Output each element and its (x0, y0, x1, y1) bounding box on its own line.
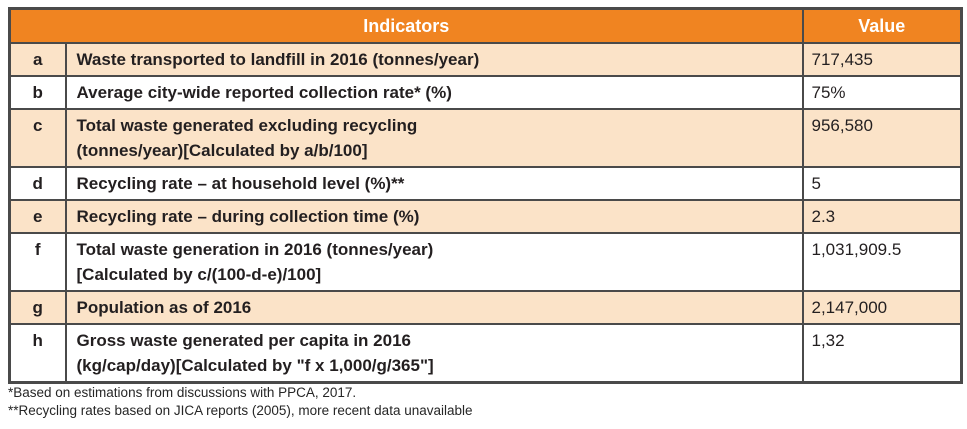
row-indicator: Gross waste generated per capita in 2016… (64, 323, 804, 384)
row-indicator: Recycling rate – during collection time … (64, 199, 804, 234)
row-value: 1,32 (801, 323, 963, 384)
row-indicator: Population as of 2016 (64, 290, 804, 325)
indicators-table: Indicators Value a Waste transported to … (8, 7, 963, 384)
row-id: b (8, 75, 67, 110)
row-indicator-line: Recycling rate – during collection time … (76, 207, 420, 226)
table-row-b: b Average city-wide reported collection … (8, 75, 963, 110)
row-id: c (8, 108, 67, 168)
row-indicator-line: Waste transported to landfill in 2016 (t… (76, 50, 480, 69)
row-indicator: Average city-wide reported collection ra… (64, 75, 804, 110)
table-row-f: f Total waste generation in 2016 (tonnes… (8, 232, 963, 292)
value-column-header: Value (801, 7, 963, 44)
row-indicator-line: Average city-wide reported collection ra… (76, 83, 452, 102)
row-id: a (8, 42, 67, 77)
table-row-h: h Gross waste generated per capita in 20… (8, 323, 963, 384)
row-indicator-line: Recycling rate – at household level (%)*… (76, 174, 405, 193)
row-indicator-line: Population as of 2016 (76, 298, 252, 317)
row-value: 956,580 (801, 108, 963, 168)
row-id: g (8, 290, 67, 325)
row-indicator-line: (kg/cap/day)[Calculated by "f x 1,000/g/… (76, 356, 434, 375)
row-indicator-line: Gross waste generated per capita in 2016 (76, 331, 411, 350)
footnote-ppca: *Based on estimations from discussions w… (8, 385, 357, 400)
table-row-c: c Total waste generated excluding recycl… (8, 108, 963, 168)
row-indicator: Recycling rate – at household level (%)*… (64, 166, 804, 201)
row-indicator: Total waste generation in 2016 (tonnes/y… (64, 232, 804, 292)
row-value: 2,147,000 (801, 290, 963, 325)
row-value: 5 (801, 166, 963, 201)
footnotes: *Based on estimations from discussions w… (8, 384, 473, 419)
table-row-e: e Recycling rate – during collection tim… (8, 199, 963, 234)
row-value: 75% (801, 75, 963, 110)
table-row-g: g Population as of 2016 2,147,000 (8, 290, 963, 325)
row-indicator-line: [Calculated by c/(100-d-e)/100] (76, 265, 322, 284)
table-row-d: d Recycling rate – at household level (%… (8, 166, 963, 201)
row-id: h (8, 323, 67, 384)
row-id: e (8, 199, 67, 234)
header-row: Indicators Value (8, 7, 963, 44)
table-row-a: a Waste transported to landfill in 2016 … (8, 42, 963, 77)
row-value: 1,031,909.5 (801, 232, 963, 292)
row-value: 2.3 (801, 199, 963, 234)
row-id: f (8, 232, 67, 292)
row-indicator-line: (tonnes/year)[Calculated by a/b/100] (76, 141, 368, 160)
row-indicator-line: Total waste generated excluding recyclin… (76, 116, 418, 135)
indicators-column-header: Indicators (8, 7, 804, 44)
row-id: d (8, 166, 67, 201)
row-indicator-line: Total waste generation in 2016 (tonnes/y… (76, 240, 434, 259)
row-indicator: Total waste generated excluding recyclin… (64, 108, 804, 168)
row-indicator: Waste transported to landfill in 2016 (t… (64, 42, 804, 77)
row-value: 717,435 (801, 42, 963, 77)
footnote-jica: **Recycling rates based on JICA reports … (8, 402, 473, 418)
